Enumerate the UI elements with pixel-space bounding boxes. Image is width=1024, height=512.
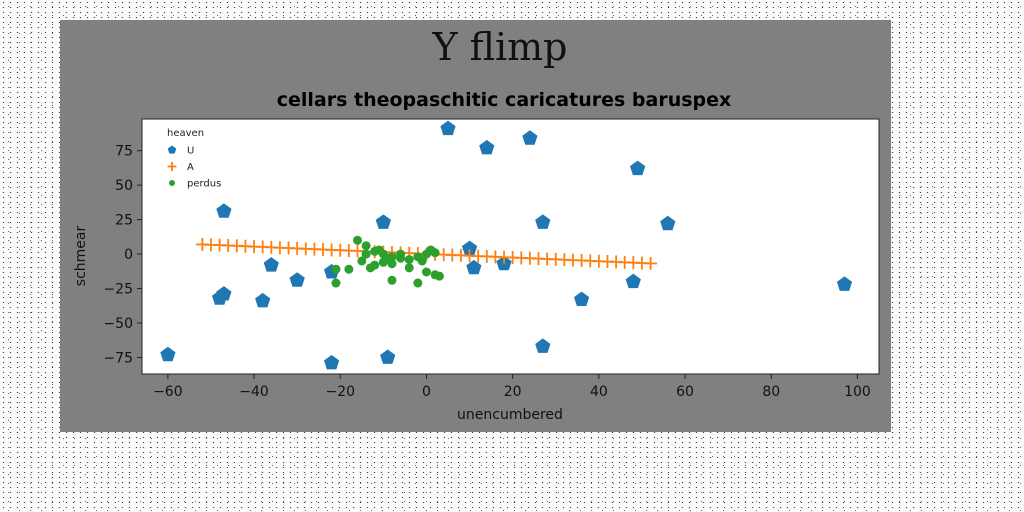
series-perdus-point	[344, 264, 354, 274]
x-tick-label: 60	[676, 384, 694, 400]
x-tick-label: −60	[153, 384, 183, 400]
series-perdus-point	[357, 256, 367, 266]
series-perdus-point	[396, 249, 406, 259]
scatter-chart: Y flimp cellars theopaschitic caricature…	[73, 25, 880, 423]
y-axis-label: schmear	[73, 226, 89, 287]
legend-marker-perdus	[169, 180, 175, 186]
series-U-point	[461, 240, 478, 255]
series-U-point	[574, 291, 590, 306]
series-U-point	[160, 346, 176, 362]
series-perdus-point	[374, 245, 384, 255]
series-perdus-point	[434, 271, 444, 281]
x-tick-label: 100	[844, 384, 871, 400]
x-tick-label: 40	[590, 384, 608, 400]
data-marks	[160, 120, 853, 370]
series-U-point	[216, 203, 232, 218]
series-perdus-point	[331, 278, 341, 288]
y-tick-label: −25	[103, 282, 133, 298]
series-U-point	[212, 290, 228, 305]
series-perdus-point	[387, 275, 397, 285]
series-perdus-point	[404, 263, 414, 273]
series-perdus-point	[417, 256, 427, 266]
y-tick-label: −75	[103, 350, 133, 366]
y-tick-label: 50	[115, 178, 133, 194]
series-perdus-point	[361, 241, 371, 251]
series-perdus-point	[331, 264, 341, 274]
series-U-point	[324, 355, 340, 370]
series-U-point	[625, 273, 641, 289]
x-tick-label: −40	[239, 384, 269, 400]
chart-subtitle: cellars theopaschitic caricatures barusp…	[277, 89, 732, 111]
y-tick-label: 0	[124, 247, 133, 263]
y-tick-label: −50	[103, 316, 133, 332]
series-perdus-point	[426, 245, 436, 255]
y-axis: −75 −50 −25 0 25 50 75	[103, 144, 142, 366]
legend-marker-U	[167, 145, 177, 154]
x-axis-label: unencumbered	[457, 407, 563, 423]
series-perdus-point	[413, 278, 423, 288]
series-U-point	[375, 214, 391, 229]
series-U-point	[630, 160, 646, 176]
x-axis: −60 −40 −20 0 20 40 60 80 100	[153, 374, 871, 400]
series-U-point	[660, 215, 676, 231]
x-tick-label: 0	[422, 384, 431, 400]
series-U-point	[535, 338, 551, 353]
legend-marker-A	[167, 162, 177, 171]
x-tick-label: −20	[325, 384, 355, 400]
series-perdus-point	[383, 253, 393, 263]
x-tick-label: 80	[762, 384, 780, 400]
series-perdus-point	[361, 249, 371, 259]
series-U-point	[836, 276, 853, 291]
y-tick-label: 75	[115, 144, 133, 160]
x-tick-label: 20	[504, 384, 522, 400]
legend-label-U: U	[187, 146, 194, 157]
series-U-point	[255, 292, 271, 308]
legend-title: heaven	[167, 128, 204, 139]
series-U-point	[466, 259, 482, 275]
series-A-point	[644, 256, 658, 270]
series-U-point	[522, 130, 538, 145]
chart-figure: Y flimp cellars theopaschitic caricature…	[60, 20, 891, 432]
series-U-point	[479, 139, 495, 155]
series-U-point	[535, 214, 551, 229]
y-tick-label: 25	[115, 213, 133, 229]
series-perdus-point	[421, 267, 431, 277]
series-U-point	[440, 120, 456, 136]
series-perdus-point	[352, 235, 362, 245]
series-perdus-point	[370, 260, 380, 270]
series-U-point	[289, 272, 305, 287]
chart-title: Y flimp	[431, 25, 567, 69]
series-U-point	[263, 257, 279, 272]
series-perdus-point	[404, 255, 414, 265]
legend-label-A: A	[187, 162, 194, 173]
series-U-point	[380, 349, 396, 364]
legend-label-perdus: perdus	[187, 179, 221, 190]
